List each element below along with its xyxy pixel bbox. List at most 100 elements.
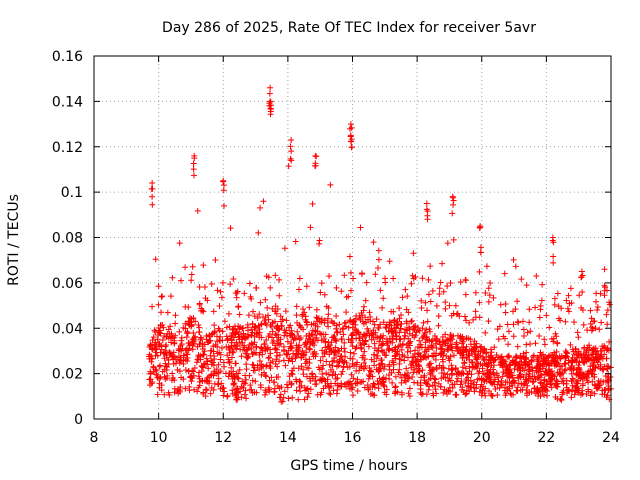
data-point <box>311 348 318 355</box>
data-point <box>334 329 341 336</box>
data-point <box>150 334 157 341</box>
data-point <box>574 352 581 359</box>
data-point <box>564 305 571 312</box>
data-point <box>163 351 170 358</box>
data-point <box>243 395 250 402</box>
data-point <box>466 319 473 326</box>
data-point <box>250 367 257 374</box>
data-point <box>462 379 469 386</box>
data-point <box>194 388 201 395</box>
data-point <box>441 370 448 377</box>
data-point <box>462 365 469 372</box>
data-point <box>336 321 343 328</box>
data-point <box>264 304 271 311</box>
data-point <box>362 337 369 344</box>
data-point <box>581 354 588 361</box>
data-point <box>336 358 343 365</box>
data-point <box>558 362 565 369</box>
data-point <box>586 356 593 363</box>
data-point <box>338 335 345 342</box>
data-point <box>190 372 197 379</box>
data-point <box>217 356 224 363</box>
data-point <box>562 360 569 367</box>
data-point <box>149 337 156 344</box>
data-point <box>170 374 177 381</box>
data-point <box>288 148 295 155</box>
data-point <box>422 379 429 386</box>
data-point <box>243 366 250 373</box>
data-point <box>325 311 332 318</box>
data-point <box>513 387 520 394</box>
data-point <box>368 368 375 375</box>
data-point <box>346 253 353 260</box>
data-point <box>412 347 419 354</box>
data-point <box>231 380 238 387</box>
data-point <box>274 305 281 312</box>
data-point <box>459 364 466 371</box>
data-point <box>347 121 354 128</box>
data-point <box>331 354 338 361</box>
y-tick-label: 0.06 <box>52 276 83 292</box>
data-point <box>398 312 405 319</box>
data-point <box>224 337 231 344</box>
data-point <box>226 359 233 366</box>
data-point <box>163 342 170 349</box>
data-point <box>537 379 544 386</box>
data-point <box>370 380 377 387</box>
data-point <box>237 388 244 395</box>
data-point <box>521 381 528 388</box>
data-point <box>406 393 413 400</box>
data-point <box>445 378 452 385</box>
data-point <box>271 389 278 396</box>
data-point <box>281 388 288 395</box>
data-point <box>502 301 509 308</box>
data-point <box>269 328 276 335</box>
data-point <box>203 355 210 362</box>
data-point <box>501 270 508 277</box>
x-tick-label: 12 <box>214 430 232 446</box>
data-point <box>167 323 174 330</box>
y-tick-label: 0.04 <box>52 321 83 337</box>
data-point <box>212 256 219 263</box>
data-point <box>557 317 564 324</box>
data-point <box>476 388 483 395</box>
data-point <box>208 331 215 338</box>
data-point <box>352 345 359 352</box>
data-point <box>203 387 210 394</box>
data-point <box>405 309 412 316</box>
data-point <box>516 371 523 378</box>
data-point <box>218 380 225 387</box>
data-point <box>297 378 304 385</box>
data-point <box>526 366 533 373</box>
data-point <box>148 358 155 365</box>
data-point <box>188 319 195 326</box>
data-point <box>253 343 260 350</box>
data-point <box>267 84 274 91</box>
data-point <box>258 321 265 328</box>
data-point <box>437 346 444 353</box>
data-point <box>165 326 172 333</box>
data-point <box>382 375 389 382</box>
data-point <box>600 366 607 373</box>
data-point <box>306 346 313 353</box>
data-point <box>484 367 491 374</box>
data-point <box>274 337 281 344</box>
data-point <box>248 340 255 347</box>
data-point <box>397 356 404 363</box>
data-point <box>296 275 303 282</box>
data-point <box>271 318 278 325</box>
data-point <box>572 348 579 355</box>
data-point <box>522 362 529 369</box>
data-point <box>361 384 368 391</box>
data-point <box>576 292 583 299</box>
data-point <box>425 386 432 393</box>
data-point <box>436 290 443 297</box>
data-point <box>157 322 164 329</box>
data-point <box>500 369 507 376</box>
data-point <box>435 380 442 387</box>
data-point <box>554 290 561 297</box>
data-point <box>313 314 320 321</box>
data-point <box>215 381 222 388</box>
data-point <box>456 370 463 377</box>
data-point <box>197 336 204 343</box>
